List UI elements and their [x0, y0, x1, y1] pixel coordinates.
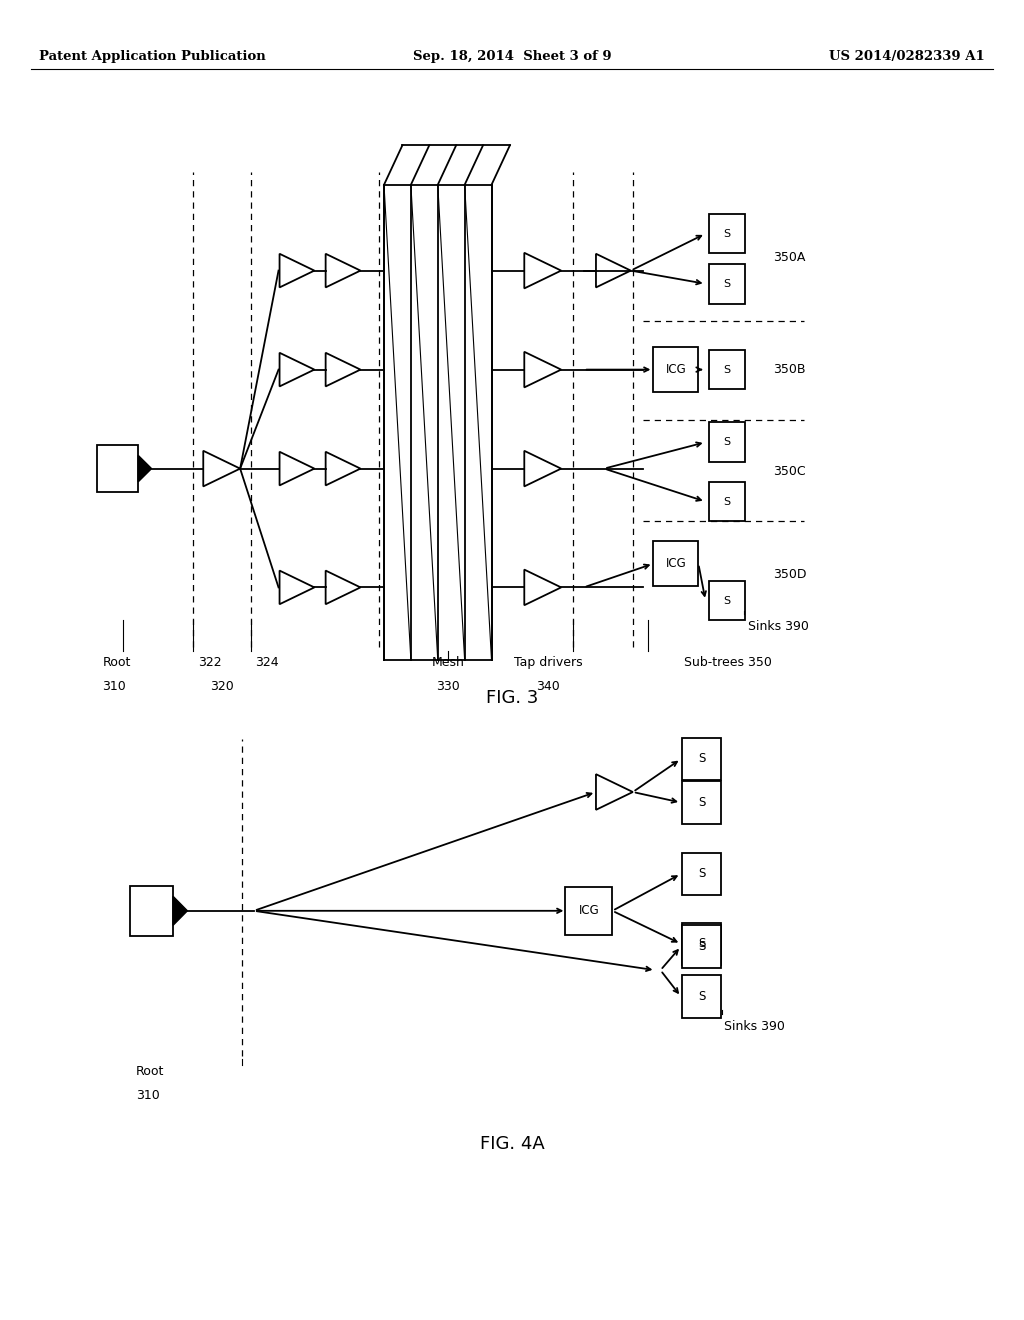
- Text: Tap drivers: Tap drivers: [513, 656, 583, 669]
- FancyBboxPatch shape: [709, 581, 745, 620]
- Polygon shape: [138, 455, 152, 482]
- Text: 340: 340: [536, 680, 560, 693]
- Text: 320: 320: [210, 680, 233, 693]
- FancyBboxPatch shape: [682, 925, 721, 968]
- Text: Sinks 390: Sinks 390: [748, 620, 808, 634]
- Text: Sinks 390: Sinks 390: [724, 1020, 784, 1034]
- Text: ICG: ICG: [579, 904, 599, 917]
- Text: 310: 310: [136, 1089, 160, 1102]
- FancyBboxPatch shape: [130, 886, 173, 936]
- Text: 310: 310: [102, 680, 126, 693]
- Text: ICG: ICG: [666, 557, 686, 570]
- Text: S: S: [697, 752, 706, 766]
- FancyBboxPatch shape: [653, 347, 698, 392]
- Text: Sep. 18, 2014  Sheet 3 of 9: Sep. 18, 2014 Sheet 3 of 9: [413, 50, 611, 63]
- Text: S: S: [697, 937, 706, 950]
- Text: Root: Root: [136, 1065, 165, 1078]
- Text: 350B: 350B: [773, 363, 806, 376]
- FancyBboxPatch shape: [653, 541, 698, 586]
- Text: S: S: [697, 796, 706, 809]
- Text: Mesh: Mesh: [431, 656, 465, 669]
- Text: Root: Root: [102, 656, 131, 669]
- Text: S: S: [724, 364, 730, 375]
- Text: US 2014/0282339 A1: US 2014/0282339 A1: [829, 50, 985, 63]
- FancyBboxPatch shape: [682, 781, 721, 824]
- FancyBboxPatch shape: [709, 350, 745, 389]
- Text: FIG. 3: FIG. 3: [485, 689, 539, 708]
- FancyBboxPatch shape: [682, 738, 721, 780]
- FancyBboxPatch shape: [709, 482, 745, 521]
- FancyBboxPatch shape: [565, 887, 612, 935]
- FancyBboxPatch shape: [709, 422, 745, 462]
- Polygon shape: [173, 896, 187, 925]
- FancyBboxPatch shape: [682, 923, 721, 965]
- Text: 350A: 350A: [773, 251, 806, 264]
- Text: 350C: 350C: [773, 465, 806, 478]
- FancyBboxPatch shape: [709, 264, 745, 304]
- Text: ICG: ICG: [666, 363, 686, 376]
- Text: FIG. 4A: FIG. 4A: [479, 1135, 545, 1154]
- Text: Patent Application Publication: Patent Application Publication: [39, 50, 265, 63]
- Text: S: S: [724, 279, 730, 289]
- Text: S: S: [724, 437, 730, 447]
- FancyBboxPatch shape: [682, 975, 721, 1018]
- Text: S: S: [724, 228, 730, 239]
- Text: 322: 322: [198, 656, 221, 669]
- FancyBboxPatch shape: [682, 853, 721, 895]
- FancyBboxPatch shape: [709, 214, 745, 253]
- Text: 350D: 350D: [773, 568, 807, 581]
- FancyBboxPatch shape: [97, 445, 138, 492]
- Text: S: S: [724, 496, 730, 507]
- Text: S: S: [724, 595, 730, 606]
- Text: S: S: [697, 940, 706, 953]
- Text: S: S: [697, 867, 706, 880]
- Text: S: S: [697, 990, 706, 1003]
- Text: 330: 330: [436, 680, 460, 693]
- Text: 324: 324: [255, 656, 279, 669]
- Text: Sub-trees 350: Sub-trees 350: [684, 656, 772, 669]
